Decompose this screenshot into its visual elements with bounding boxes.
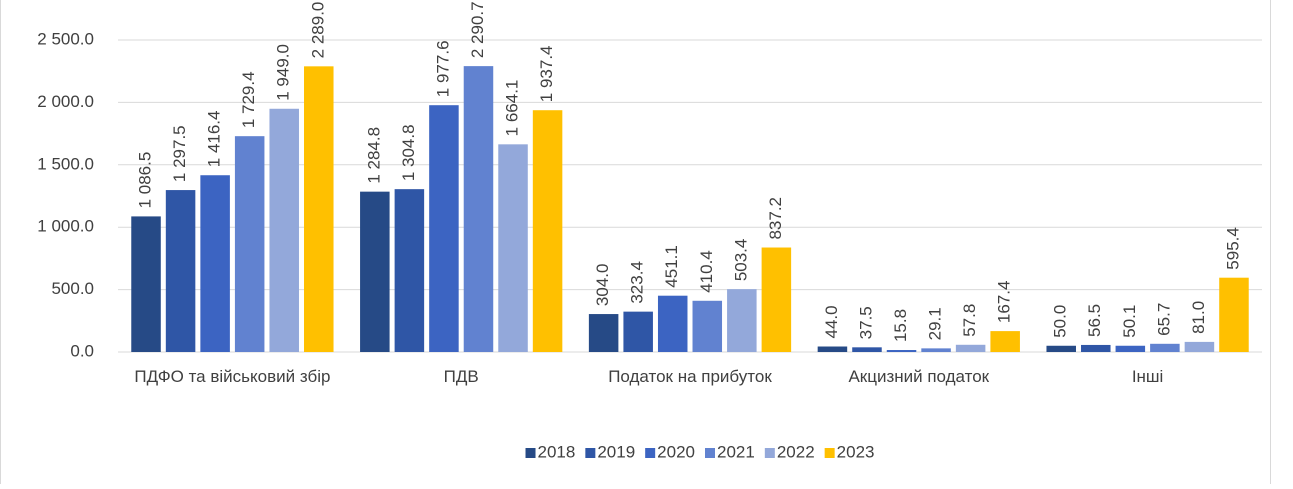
data-label: 304.0 — [593, 264, 612, 307]
data-label: 1 304.8 — [399, 124, 418, 181]
bar — [234, 136, 265, 352]
bar — [727, 289, 757, 352]
bar — [1150, 343, 1180, 352]
x-tick-label-box: Податок на прибуток — [608, 367, 772, 386]
legend-swatch — [525, 448, 536, 458]
data-label: 50.1 — [1120, 305, 1139, 338]
x-tick-label-box: Акцизний податок — [848, 367, 990, 386]
legend-label: 2018 — [538, 442, 576, 461]
bar — [1219, 277, 1249, 352]
bar — [304, 66, 334, 353]
data-label: 1 937.4 — [537, 45, 556, 102]
bar — [165, 190, 196, 352]
bar — [498, 144, 528, 352]
data-label: 81.0 — [1189, 301, 1208, 334]
bar — [623, 311, 653, 352]
x-tick-label-box: ПДВ — [443, 367, 479, 386]
bar — [588, 314, 619, 352]
y-tick-label: 2 500.0 — [37, 29, 94, 48]
legend-label: 2019 — [597, 442, 635, 461]
data-label: 323.4 — [628, 261, 647, 304]
legend-label: 2020 — [657, 442, 695, 461]
y-tick-label: 500.0 — [51, 279, 94, 298]
bar — [761, 247, 792, 352]
data-label: 44.0 — [822, 305, 841, 338]
data-label: 1 284.8 — [364, 127, 383, 184]
legend-swatch — [585, 448, 596, 458]
data-label: 50.0 — [1051, 305, 1070, 338]
legend: 2018 2019 2020 2021 2022 2023 — [525, 442, 875, 461]
data-label: 2 289.0 — [308, 2, 327, 59]
x-tick-label: ПДФО та військовий збір — [134, 367, 331, 386]
data-label: 1 949.0 — [274, 44, 293, 101]
data-label: 1 416.4 — [205, 110, 224, 167]
x-tick-label-box: ПДФО та військовий збір — [134, 367, 331, 386]
x-tick-label: Акцизний податок — [848, 367, 990, 386]
bar — [394, 189, 425, 352]
bar — [955, 344, 986, 352]
data-label: 1 297.5 — [170, 125, 189, 182]
data-label: 503.4 — [731, 239, 750, 282]
bar — [817, 346, 848, 352]
data-label: 29.1 — [926, 307, 945, 340]
bar — [990, 331, 1020, 352]
bar — [886, 350, 917, 352]
bar — [1081, 344, 1111, 352]
data-label: 595.4 — [1223, 227, 1242, 270]
y-tick-label: 1 500.0 — [37, 154, 94, 173]
data-label: 37.5 — [856, 306, 875, 339]
legend-swatch — [764, 448, 775, 458]
bar — [269, 108, 299, 352]
bar — [1184, 341, 1215, 352]
legend-label: 2022 — [777, 442, 815, 461]
data-label: 57.8 — [960, 304, 979, 337]
data-label: 451.1 — [662, 245, 681, 288]
bar — [429, 105, 459, 352]
legend-label: 2021 — [717, 442, 755, 461]
data-label: 65.7 — [1154, 303, 1173, 336]
data-label: 15.8 — [891, 309, 910, 342]
data-label: 1 664.1 — [503, 80, 522, 137]
bar — [657, 295, 688, 352]
data-label: 1 977.6 — [433, 40, 452, 97]
x-tick-label-box: Інші — [1131, 367, 1164, 386]
data-label: 2 290.7 — [468, 1, 487, 58]
bar — [360, 191, 390, 352]
y-tick-label: 2 000.0 — [37, 92, 94, 111]
y-tick-label: 1 000.0 — [37, 217, 94, 236]
data-label: 1 086.5 — [136, 152, 155, 209]
bar — [131, 216, 161, 352]
bar — [532, 110, 563, 352]
data-label: 167.4 — [995, 281, 1014, 324]
bar — [852, 347, 882, 352]
bar — [463, 66, 494, 353]
legend-swatch — [705, 448, 715, 458]
bar — [692, 300, 723, 352]
data-label: 837.2 — [766, 197, 785, 240]
bar — [921, 348, 951, 352]
bar — [1115, 345, 1146, 352]
y-tick-label: 0.0 — [70, 341, 94, 360]
legend-label: 2023 — [837, 442, 875, 461]
bar — [200, 175, 230, 352]
x-tick-label: Податок на прибуток — [608, 367, 772, 386]
legend-swatch — [824, 448, 835, 458]
data-label: 410.4 — [697, 250, 716, 293]
data-label: 1 729.4 — [239, 71, 258, 128]
bar — [1046, 345, 1076, 352]
data-label: 56.5 — [1085, 304, 1104, 337]
legend-swatch — [645, 448, 656, 458]
x-tick-label: Інші — [1131, 367, 1164, 386]
x-tick-label: ПДВ — [443, 367, 479, 386]
